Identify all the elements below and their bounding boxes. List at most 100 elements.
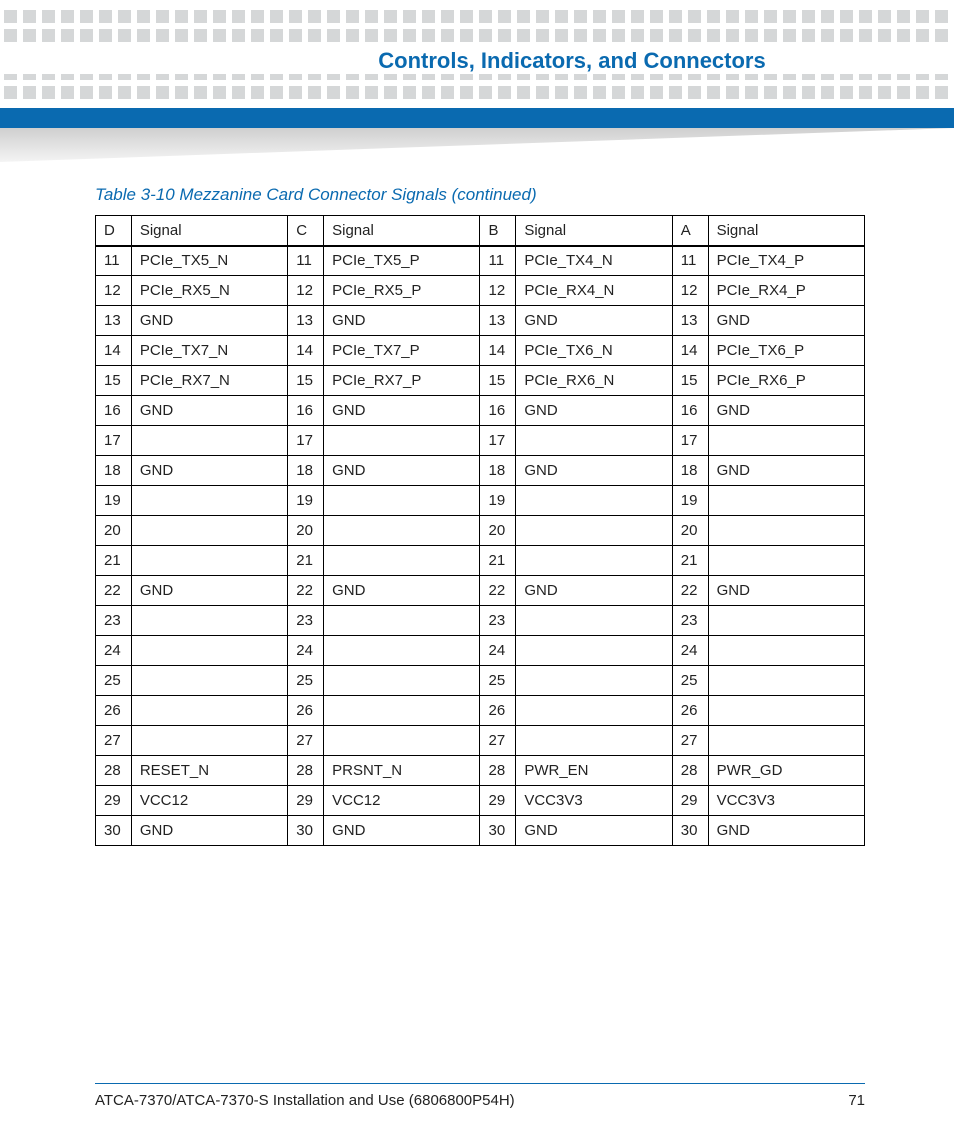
cell-signal: PCIe_TX7_N <box>131 336 287 366</box>
cell-index: 22 <box>288 576 324 606</box>
col-index-header: A <box>672 216 708 246</box>
cell-signal: PCIe_RX6_N <box>516 366 672 396</box>
cell-index: 17 <box>288 426 324 456</box>
cell-index: 17 <box>672 426 708 456</box>
cell-signal: PWR_GD <box>708 756 864 786</box>
cell-signal: GND <box>131 396 287 426</box>
page-footer: ATCA-7370/ATCA-7370-S Installation and U… <box>95 1083 865 1109</box>
cell-signal <box>324 516 480 546</box>
cell-signal <box>708 666 864 696</box>
cell-index: 27 <box>672 726 708 756</box>
cell-index: 28 <box>672 756 708 786</box>
cell-index: 11 <box>672 246 708 276</box>
cell-signal: PCIe_RX4_N <box>516 276 672 306</box>
cell-signal <box>708 516 864 546</box>
cell-signal <box>516 696 672 726</box>
cell-index: 16 <box>96 396 132 426</box>
table-row: 13GND13GND13GND13GND <box>96 306 865 336</box>
cell-signal: VCC12 <box>324 786 480 816</box>
cell-signal <box>131 636 287 666</box>
cell-index: 21 <box>672 546 708 576</box>
table-header-row: DSignalCSignalBSignalASignal <box>96 216 865 246</box>
table-caption: Table 3-10 Mezzanine Card Connector Sign… <box>95 185 865 205</box>
cell-signal: GND <box>131 306 287 336</box>
cell-signal: PCIe_TX5_N <box>131 246 287 276</box>
cell-index: 23 <box>96 606 132 636</box>
cell-index: 29 <box>288 786 324 816</box>
cell-signal <box>131 666 287 696</box>
section-title: Controls, Indicators, and Connectors <box>0 48 954 74</box>
cell-signal <box>516 426 672 456</box>
table-row: 20202020 <box>96 516 865 546</box>
cell-signal: PCIe_RX7_P <box>324 366 480 396</box>
table-row: 27272727 <box>96 726 865 756</box>
cell-index: 22 <box>96 576 132 606</box>
cell-signal: PCIe_RX5_N <box>131 276 287 306</box>
cell-index: 14 <box>480 336 516 366</box>
cell-index: 24 <box>96 636 132 666</box>
cell-signal: PWR_EN <box>516 756 672 786</box>
cell-signal <box>324 606 480 636</box>
cell-signal: GND <box>131 576 287 606</box>
cell-index: 25 <box>288 666 324 696</box>
cell-signal: GND <box>324 396 480 426</box>
cell-signal: GND <box>708 396 864 426</box>
cell-signal: GND <box>324 456 480 486</box>
cell-signal: GND <box>516 816 672 846</box>
cell-index: 26 <box>480 696 516 726</box>
cell-index: 21 <box>288 546 324 576</box>
page-content: Table 3-10 Mezzanine Card Connector Sign… <box>95 185 865 846</box>
cell-signal: GND <box>131 456 287 486</box>
table-row: 24242424 <box>96 636 865 666</box>
cell-signal: PCIe_TX5_P <box>324 246 480 276</box>
cell-index: 15 <box>288 366 324 396</box>
cell-signal <box>131 546 287 576</box>
cell-signal: GND <box>708 576 864 606</box>
col-index-header: C <box>288 216 324 246</box>
cell-signal: PRSNT_N <box>324 756 480 786</box>
cell-index: 25 <box>96 666 132 696</box>
cell-index: 20 <box>288 516 324 546</box>
cell-index: 18 <box>672 456 708 486</box>
footer-doc-title: ATCA-7370/ATCA-7370-S Installation and U… <box>95 1092 515 1109</box>
cell-signal: VCC12 <box>131 786 287 816</box>
cell-index: 16 <box>672 396 708 426</box>
cell-signal <box>708 486 864 516</box>
cell-index: 26 <box>288 696 324 726</box>
cell-signal: GND <box>708 456 864 486</box>
cell-index: 30 <box>96 816 132 846</box>
cell-index: 20 <box>480 516 516 546</box>
cell-index: 27 <box>480 726 516 756</box>
cell-signal <box>516 666 672 696</box>
table-row: 29VCC1229VCC1229VCC3V329VCC3V3 <box>96 786 865 816</box>
cell-signal: PCIe_RX7_N <box>131 366 287 396</box>
table-row: 19191919 <box>96 486 865 516</box>
cell-index: 27 <box>96 726 132 756</box>
cell-index: 16 <box>480 396 516 426</box>
cell-index: 11 <box>96 246 132 276</box>
header-blue-bar <box>0 108 954 128</box>
cell-index: 25 <box>672 666 708 696</box>
cell-index: 24 <box>480 636 516 666</box>
cell-index: 21 <box>480 546 516 576</box>
cell-signal <box>324 636 480 666</box>
cell-index: 13 <box>672 306 708 336</box>
table-row: 21212121 <box>96 546 865 576</box>
cell-index: 29 <box>480 786 516 816</box>
table-row: 30GND30GND30GND30GND <box>96 816 865 846</box>
cell-index: 28 <box>96 756 132 786</box>
cell-signal: PCIe_TX6_N <box>516 336 672 366</box>
cell-signal <box>516 546 672 576</box>
cell-signal: GND <box>516 306 672 336</box>
col-index-header: B <box>480 216 516 246</box>
cell-index: 29 <box>672 786 708 816</box>
cell-index: 12 <box>672 276 708 306</box>
cell-signal: PCIe_RX4_P <box>708 276 864 306</box>
cell-signal <box>516 606 672 636</box>
cell-index: 13 <box>96 306 132 336</box>
cell-index: 15 <box>672 366 708 396</box>
cell-index: 13 <box>288 306 324 336</box>
cell-index: 28 <box>480 756 516 786</box>
table-row: 14PCIe_TX7_N14PCIe_TX7_P14PCIe_TX6_N14PC… <box>96 336 865 366</box>
table-row: 16GND16GND16GND16GND <box>96 396 865 426</box>
